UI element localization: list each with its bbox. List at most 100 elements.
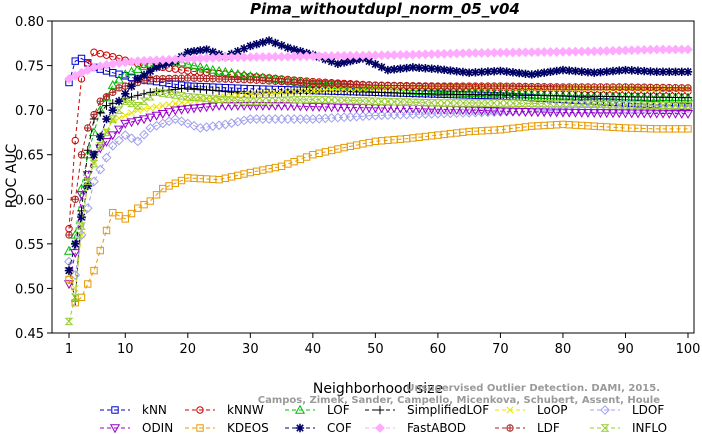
data-point <box>196 424 204 432</box>
legend-label: LDOF <box>632 403 664 417</box>
data-point-cross <box>641 84 648 91</box>
data-point-cross <box>240 76 248 83</box>
data-point <box>303 87 311 95</box>
data-point <box>170 91 180 99</box>
data-point <box>96 246 104 255</box>
legend-item-knn: kNN <box>100 403 167 417</box>
data-point <box>371 81 380 89</box>
data-point <box>177 74 186 82</box>
data-point <box>140 105 148 113</box>
x-tick-label: 20 <box>180 342 197 357</box>
data-point <box>188 60 200 70</box>
plot-border <box>51 20 695 334</box>
data-point <box>658 67 668 77</box>
data-point-cross <box>440 82 448 90</box>
data-point-cross <box>447 82 454 90</box>
data-point <box>270 101 281 111</box>
data-point <box>294 404 306 414</box>
data-point <box>383 65 393 75</box>
data-point <box>520 108 531 117</box>
legend-item-kdeos: KDEOS <box>185 421 269 434</box>
data-point-cross <box>622 83 629 91</box>
data-point <box>576 108 587 118</box>
data-point <box>665 67 674 77</box>
data-point-cross <box>222 75 229 83</box>
data-point <box>646 83 655 92</box>
data-point <box>121 89 130 98</box>
data-point <box>427 64 436 73</box>
legend-label: LOF <box>327 403 350 417</box>
data-point <box>646 101 655 109</box>
data-point <box>600 405 610 415</box>
data-point-cross <box>515 83 523 90</box>
data-point <box>246 76 255 84</box>
data-point-cross <box>553 83 560 91</box>
data-point <box>302 79 311 87</box>
data-point <box>89 159 99 168</box>
data-point <box>289 96 299 104</box>
data-point <box>670 109 681 119</box>
data-point <box>421 64 430 73</box>
legend-label: FastABOD <box>407 421 466 434</box>
data-point <box>658 101 668 110</box>
data-point <box>602 67 611 76</box>
data-point-cross <box>97 98 104 105</box>
series-line <box>68 105 689 285</box>
data-point <box>371 60 380 69</box>
data-point <box>508 99 518 107</box>
data-point <box>177 84 186 93</box>
data-point-cross <box>178 75 185 82</box>
data-point <box>470 106 481 116</box>
data-point <box>421 82 430 90</box>
data-point-cross <box>497 82 504 90</box>
data-point <box>427 99 437 107</box>
legend-item-lof: LOF <box>285 403 350 417</box>
data-point <box>545 108 556 118</box>
data-point <box>653 83 661 92</box>
data-point <box>227 75 236 83</box>
data-point <box>109 424 121 434</box>
data-point <box>321 86 329 94</box>
data-point <box>352 80 361 89</box>
data-point <box>395 98 405 106</box>
data-point <box>558 65 568 75</box>
x-tick-label: 30 <box>242 342 259 357</box>
data-point <box>358 97 368 105</box>
data-point <box>396 81 405 90</box>
data-point <box>208 86 218 95</box>
data-point-cross <box>197 75 204 82</box>
data-point <box>309 79 317 88</box>
data-point <box>632 109 644 119</box>
data-point <box>207 102 218 112</box>
data-point <box>645 109 656 119</box>
data-point <box>202 45 211 54</box>
data-point <box>571 100 580 108</box>
data-point <box>633 66 643 75</box>
data-point <box>332 103 343 113</box>
data-point <box>171 74 179 83</box>
data-point <box>370 97 380 105</box>
data-point <box>651 109 662 119</box>
data-point <box>327 57 336 66</box>
data-point <box>551 108 562 118</box>
data-point-cross <box>597 83 604 91</box>
data-point <box>170 114 181 124</box>
data-point <box>446 66 455 75</box>
legend-label: KDEOS <box>227 421 269 434</box>
data-point <box>107 79 118 89</box>
data-point-cross <box>253 76 260 84</box>
data-point <box>64 74 74 84</box>
data-point-cross <box>215 75 223 83</box>
data-point <box>120 119 131 129</box>
data-point-cross <box>506 424 514 432</box>
data-point <box>182 105 193 115</box>
data-point <box>195 61 206 71</box>
data-point <box>202 74 211 83</box>
series-layer <box>63 36 694 326</box>
data-point <box>259 76 267 85</box>
data-point-cross <box>290 79 298 86</box>
legend-item-knnw: kNNW <box>185 403 264 417</box>
data-point <box>546 100 555 108</box>
data-point <box>170 106 181 116</box>
data-point <box>133 91 142 100</box>
